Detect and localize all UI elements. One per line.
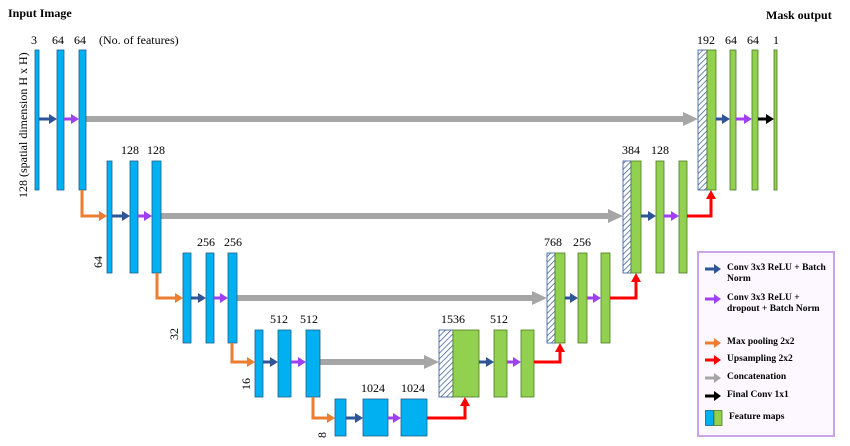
feature-count-labels: 3 64 64 (No. of features) 128 128 256 25…: [31, 33, 779, 395]
mask-output-title: Mask output: [766, 8, 832, 22]
decoder-level4: [438, 329, 535, 398]
label-dec4-concat: 1536: [441, 312, 465, 326]
label-features-note: (No. of features): [99, 33, 179, 47]
red-arrow-icon: [705, 355, 721, 365]
feature-map-enc5-a: [362, 398, 389, 437]
encoder-level5: [334, 398, 428, 437]
legend-item-upsample: Upsampling 2x2: [705, 354, 793, 365]
label-dec2-a: 128: [651, 143, 669, 157]
feature-map-dec4-up: [452, 329, 480, 398]
skip-arrow-level2: [161, 209, 623, 223]
decoder-level2: [622, 160, 688, 274]
feature-map-enc1-b: [78, 49, 87, 191]
label-enc3-b: 256: [224, 235, 242, 249]
label-spatial-64: 64: [91, 256, 105, 268]
legend-label-conv: Conv 3x3 ReLU + Batch Norm: [727, 263, 826, 284]
label-dec1-a: 64: [725, 33, 737, 47]
feature-map-dec2-hatched: [622, 160, 632, 274]
maxpool-arrows: [80, 190, 335, 423]
legend-item-final: Final Conv 1x1: [705, 390, 789, 401]
label-enc2-b: 128: [147, 143, 165, 157]
feature-map-dec2-a: [655, 160, 665, 274]
label-dec2-concat: 384: [622, 143, 640, 157]
feature-map-enc2-a: [129, 160, 139, 274]
label-spatial-8: 8: [315, 432, 329, 438]
feature-map-enc4-pool: [254, 329, 264, 398]
legend-label-concat: Concatenation: [727, 372, 787, 382]
conv-arrows: [39, 114, 774, 423]
blue-arrow-icon: [705, 264, 721, 274]
legend-label-maxpool: Max pooling 2x2: [727, 337, 795, 347]
feature-maps-icon: [705, 410, 723, 426]
feature-map-dec1-hatched: [697, 49, 708, 191]
label-enc3-a: 256: [197, 235, 215, 249]
feature-map-dec2-b: [678, 160, 688, 274]
label-enc5-b: 1024: [401, 381, 425, 395]
purple-arrow-icon: [705, 294, 721, 304]
feature-map-enc5-b: [400, 398, 428, 437]
legend-item-feature-maps: Feature maps: [705, 409, 785, 426]
feature-map-dec3-a: [577, 252, 588, 344]
skip-arrow-level3: [237, 291, 547, 305]
feature-map-dec3-up: [554, 252, 566, 344]
feature-map-enc3-pool: [182, 252, 192, 344]
feature-map-dec3-b: [600, 252, 611, 344]
feature-map-enc2-b: [151, 160, 162, 274]
label-enc4-b: 512: [300, 312, 318, 326]
feature-map-mask-output: [773, 49, 778, 191]
feature-map-dec1-up: [706, 49, 717, 191]
input-image-title: Input Image: [8, 6, 72, 20]
feature-map-in-3: [34, 49, 40, 191]
label-enc5-a: 1024: [361, 381, 385, 395]
skip-arrow-level4: [320, 355, 439, 369]
label-in-3: 3: [31, 33, 37, 47]
label-enc1-a: 64: [52, 33, 64, 47]
legend-item-conv: Conv 3x3 ReLU + Batch Norm: [705, 263, 827, 285]
legend-label-dropout: Conv 3x3 ReLU + dropout + Batch Norm: [727, 293, 820, 314]
skip-arrow-level1: [86, 112, 698, 126]
feature-map-enc2-pool: [106, 160, 113, 274]
legend-label-upsample: Upsampling 2x2: [727, 354, 793, 364]
encoder-level4: [254, 329, 321, 398]
feature-map-enc4-b: [305, 329, 321, 398]
legend-label-feature-maps: Feature maps: [729, 412, 785, 422]
label-mask-out: 1: [773, 33, 779, 47]
legend-box: Conv 3x3 ReLU + Batch Norm Conv 3x3 ReLU…: [697, 251, 835, 437]
label-dec3-a: 256: [573, 235, 591, 249]
label-dec3-concat: 768: [544, 235, 562, 249]
legend-item-concat: Concatenation: [705, 372, 786, 383]
label-spatial-32: 32: [167, 328, 181, 340]
label-dec1-concat: 192: [697, 33, 715, 47]
label-spatial-128: 128 (spatial dimension H x H): [16, 52, 30, 198]
gray-arrow-icon: [705, 373, 721, 383]
label-spatial-16: 16: [239, 378, 253, 390]
feature-map-dec4-a: [493, 329, 508, 398]
label-dec1-b: 64: [747, 33, 759, 47]
feature-map-dec4-hatched: [438, 329, 454, 398]
feature-map-enc3-b: [227, 252, 238, 344]
legend-item-dropout: Conv 3x3 ReLU + dropout + Batch Norm: [705, 293, 827, 315]
label-enc1-b: 64: [74, 33, 86, 47]
feature-map-enc5-pool: [334, 398, 347, 437]
black-arrow-icon: [705, 391, 721, 401]
feature-map-dec2-up: [630, 160, 642, 274]
feature-map-enc4-a: [277, 329, 292, 398]
feature-map-dec1-a: [729, 49, 737, 191]
feature-map-dec3-hatched: [546, 252, 556, 344]
spatial-labels: 128 (spatial dimension H x H) 64 32 16 8: [16, 52, 329, 438]
legend-label-final: Final Conv 1x1: [727, 390, 789, 400]
upsample-arrows: [427, 190, 716, 420]
skip-connections: [86, 112, 698, 369]
feature-map-enc3-a: [205, 252, 215, 344]
label-enc2-a: 128: [121, 143, 139, 157]
feature-map-enc1-a: [56, 49, 65, 191]
legend-item-maxpool: Max pooling 2x2: [705, 337, 795, 348]
feature-map-dec4-b: [520, 329, 535, 398]
label-dec4-a: 512: [490, 312, 508, 326]
label-enc4-a: 512: [270, 312, 288, 326]
orange-arrow-icon: [705, 338, 721, 348]
feature-map-dec1-b: [751, 49, 759, 191]
